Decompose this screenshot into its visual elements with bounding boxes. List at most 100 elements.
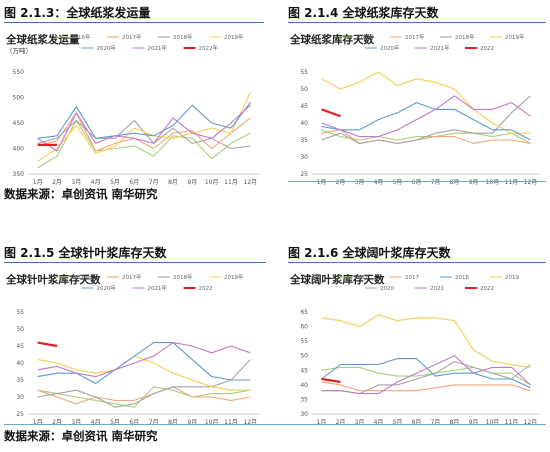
x-tick-label: 5月 — [110, 419, 120, 426]
series-line-2017年 — [37, 386, 251, 405]
x-tick-label: 11月 — [505, 179, 519, 186]
legend-label-2017年: 2017年 — [122, 273, 142, 281]
series-line-2019年 — [37, 92, 251, 162]
series-line-2017 — [321, 381, 531, 392]
legend-label-2017: 2017 — [405, 275, 419, 281]
x-tick-label: 12月 — [244, 179, 258, 186]
y-tick-label: 350 — [13, 171, 25, 178]
x-tick-label: 5月 — [110, 179, 120, 186]
x-tick-label: 10月 — [205, 179, 219, 186]
legend-label-2018年: 2018年 — [173, 273, 193, 281]
legend-label-2019年: 2019年 — [224, 33, 244, 41]
legend-label-2018年: 2018年 — [455, 33, 475, 41]
x-tick-label: 6月 — [129, 419, 139, 426]
x-tick-label: 10月 — [486, 179, 500, 186]
x-tick-label: 9月 — [469, 419, 479, 426]
legend-label-2021: 2021 — [430, 286, 444, 292]
series-line-2020年 — [321, 102, 531, 141]
y-tick-label: 40 — [16, 360, 24, 367]
chart-title: 全球纸浆发运量 — [5, 33, 80, 46]
title-divider-2 — [288, 22, 546, 23]
y-tick-label: 550 — [13, 69, 25, 76]
y-tick-label: 45 — [16, 343, 24, 350]
chart-unit-label: （万吨） — [6, 46, 32, 55]
x-tick-label: 11月 — [224, 179, 238, 186]
legend-label-2022: 2022 — [480, 46, 494, 52]
chart-title: 全球针叶浆库存天数 — [5, 273, 101, 286]
x-tick-label: 12月 — [524, 419, 538, 426]
chart-panel-4: 全球阔叶浆库存天数 2016 2017 2018 2019 2020 2021 2022 30 3… — [288, 266, 546, 426]
figure-title-2: 图 2.1.4 全球纸浆库存天数 — [288, 6, 439, 20]
x-tick-label: 4月 — [91, 179, 101, 186]
title-divider-1 — [4, 22, 264, 23]
x-tick-label: 12月 — [244, 419, 258, 426]
y-tick-label: 30 — [300, 411, 308, 418]
x-tick-label: 5月 — [393, 179, 403, 186]
x-tick-label: 8月 — [450, 419, 460, 426]
legend-label-2019: 2019 — [505, 275, 519, 281]
x-tick-label: 4月 — [91, 419, 101, 426]
x-tick-label: 2月 — [52, 419, 62, 426]
y-tick-label: 450 — [13, 120, 25, 127]
x-tick-label: 11月 — [224, 419, 238, 426]
series-line-2018 — [321, 358, 531, 389]
figure-title-3: 图 2.1.5 全球针叶浆库存天数 — [4, 246, 167, 260]
series-line-2021年 — [321, 95, 531, 138]
legend-label-2022: 2022 — [199, 286, 213, 292]
x-tick-label: 8月 — [168, 419, 178, 426]
x-tick-label: 3月 — [355, 419, 365, 426]
series-line-2021 — [321, 355, 531, 395]
series-line-2022 — [321, 377, 341, 383]
x-tick-label: 1月 — [33, 419, 43, 426]
x-tick-label: 4月 — [374, 179, 384, 186]
series-line-2020年 — [37, 102, 251, 139]
x-tick-label: 10月 — [205, 419, 219, 426]
x-tick-label: 6月 — [412, 179, 422, 186]
x-tick-label: 4月 — [374, 419, 384, 426]
legend-label-2016年: 2016年 — [71, 273, 91, 281]
chart-title: 全球纸浆库存天数 — [289, 33, 374, 46]
series-line-2016年 — [37, 119, 251, 169]
chart-panel-1: 全球纸浆发运量 （万吨） 2016年 2017年 2018年 2019年 2020年 2021… — [4, 26, 266, 186]
x-tick-label: 7月 — [431, 419, 441, 426]
y-tick-label: 30 — [300, 154, 308, 161]
x-tick-label: 9月 — [187, 419, 197, 426]
legend-label-2019年: 2019年 — [505, 33, 525, 41]
series-line-2016 — [321, 366, 531, 386]
x-tick-label: 8月 — [450, 179, 460, 186]
x-tick-label: 1月 — [317, 419, 327, 426]
x-tick-label: 7月 — [431, 179, 441, 186]
y-tick-label: 50 — [300, 353, 308, 360]
x-tick-label: 3月 — [71, 419, 81, 426]
x-tick-label: 9月 — [187, 179, 197, 186]
title-divider-4 — [288, 262, 546, 263]
figure-title-4: 图 2.1.6 全球阔叶浆库存天数 — [288, 246, 451, 260]
series-line-2022 — [37, 341, 58, 348]
y-tick-label: 30 — [16, 394, 24, 401]
y-tick-label: 35 — [300, 137, 308, 144]
legend-label-2016: 2016 — [355, 275, 369, 281]
legend-label-2020年: 2020年 — [97, 284, 117, 292]
x-tick-label: 3月 — [355, 179, 365, 186]
y-tick-label: 60 — [300, 324, 308, 331]
data-source-bottom: 数据来源：卓创资讯 南华研究 — [4, 429, 158, 443]
series-line-2022 — [321, 108, 341, 118]
legend-label-2022: 2022 — [480, 286, 494, 292]
y-tick-label: 35 — [16, 377, 24, 384]
x-tick-label: 9月 — [469, 179, 479, 186]
legend-label-2020年: 2020年 — [97, 44, 117, 52]
title-divider-3 — [4, 262, 266, 263]
x-tick-label: 6月 — [412, 419, 422, 426]
legend-label-2019年: 2019年 — [224, 273, 244, 281]
series-line-2019年 — [321, 71, 531, 134]
series-line-2018年 — [37, 359, 251, 408]
legend-label-2021年: 2021年 — [148, 44, 168, 52]
legend-label-2021年: 2021年 — [430, 44, 450, 52]
y-tick-label: 400 — [13, 146, 25, 153]
y-tick-label: 55 — [16, 309, 24, 316]
x-tick-label: 7月 — [149, 419, 159, 426]
y-tick-label: 55 — [300, 69, 308, 76]
y-tick-label: 40 — [300, 382, 308, 389]
y-tick-label: 500 — [13, 95, 25, 102]
legend-label-2022年: 2022年 — [199, 44, 219, 52]
